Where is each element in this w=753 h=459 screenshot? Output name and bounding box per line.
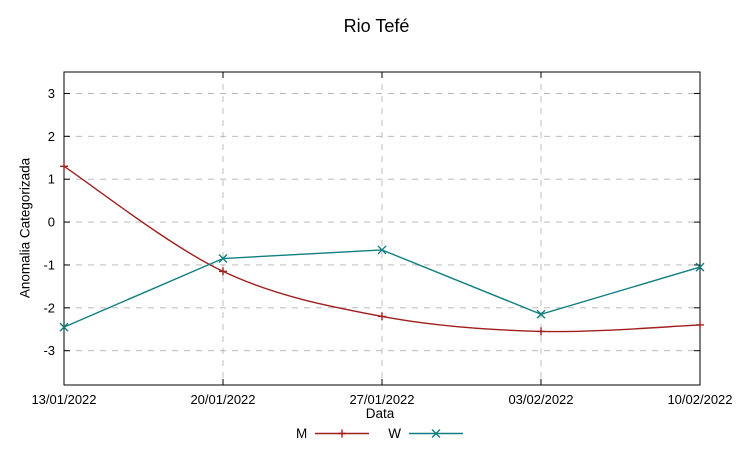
- legend-sample-line-m: [315, 429, 370, 438]
- plus-marker-icon: [338, 429, 347, 438]
- x-tick-label: 13/01/2022: [31, 392, 96, 407]
- chart-title: Rio Tefé: [343, 16, 410, 36]
- plus-marker-icon: [537, 327, 545, 336]
- plus-marker-icon: [378, 312, 386, 321]
- x-marker-icon: [218, 254, 228, 264]
- legend: M W: [0, 426, 753, 441]
- x-tick-label: 27/01/2022: [349, 392, 414, 407]
- legend-sample-line-w: [409, 429, 463, 438]
- x-tick-label: 20/01/2022: [190, 392, 255, 407]
- legend-item-w: W: [388, 426, 464, 441]
- x-marker-icon: [536, 309, 546, 319]
- x-tick-label: 03/02/2022: [508, 392, 573, 407]
- x-marker-icon: [695, 262, 705, 272]
- y-tick-label: -2: [43, 300, 55, 315]
- x-marker-icon: [59, 322, 69, 332]
- y-tick-label: -3: [43, 343, 55, 358]
- plus-marker-icon: [219, 267, 227, 276]
- y-tick-label: 2: [48, 129, 55, 144]
- legend-label-w: W: [388, 426, 401, 441]
- y-tick-label: 1: [48, 172, 55, 187]
- legend-item-m: M: [296, 426, 370, 441]
- plot-border: [63, 71, 701, 386]
- plus-marker-icon: [60, 162, 68, 171]
- x-marker-icon: [377, 245, 387, 255]
- y-tick-label: 0: [48, 215, 55, 230]
- legend-label-m: M: [296, 426, 308, 441]
- x-axis-label: Data: [365, 406, 395, 421]
- y-tick-label: -1: [43, 257, 55, 272]
- plus-marker-icon: [696, 320, 704, 329]
- y-tick-label: 3: [48, 86, 55, 101]
- x-tick-label: 10/02/2022: [667, 392, 732, 407]
- x-marker-icon: [431, 429, 441, 438]
